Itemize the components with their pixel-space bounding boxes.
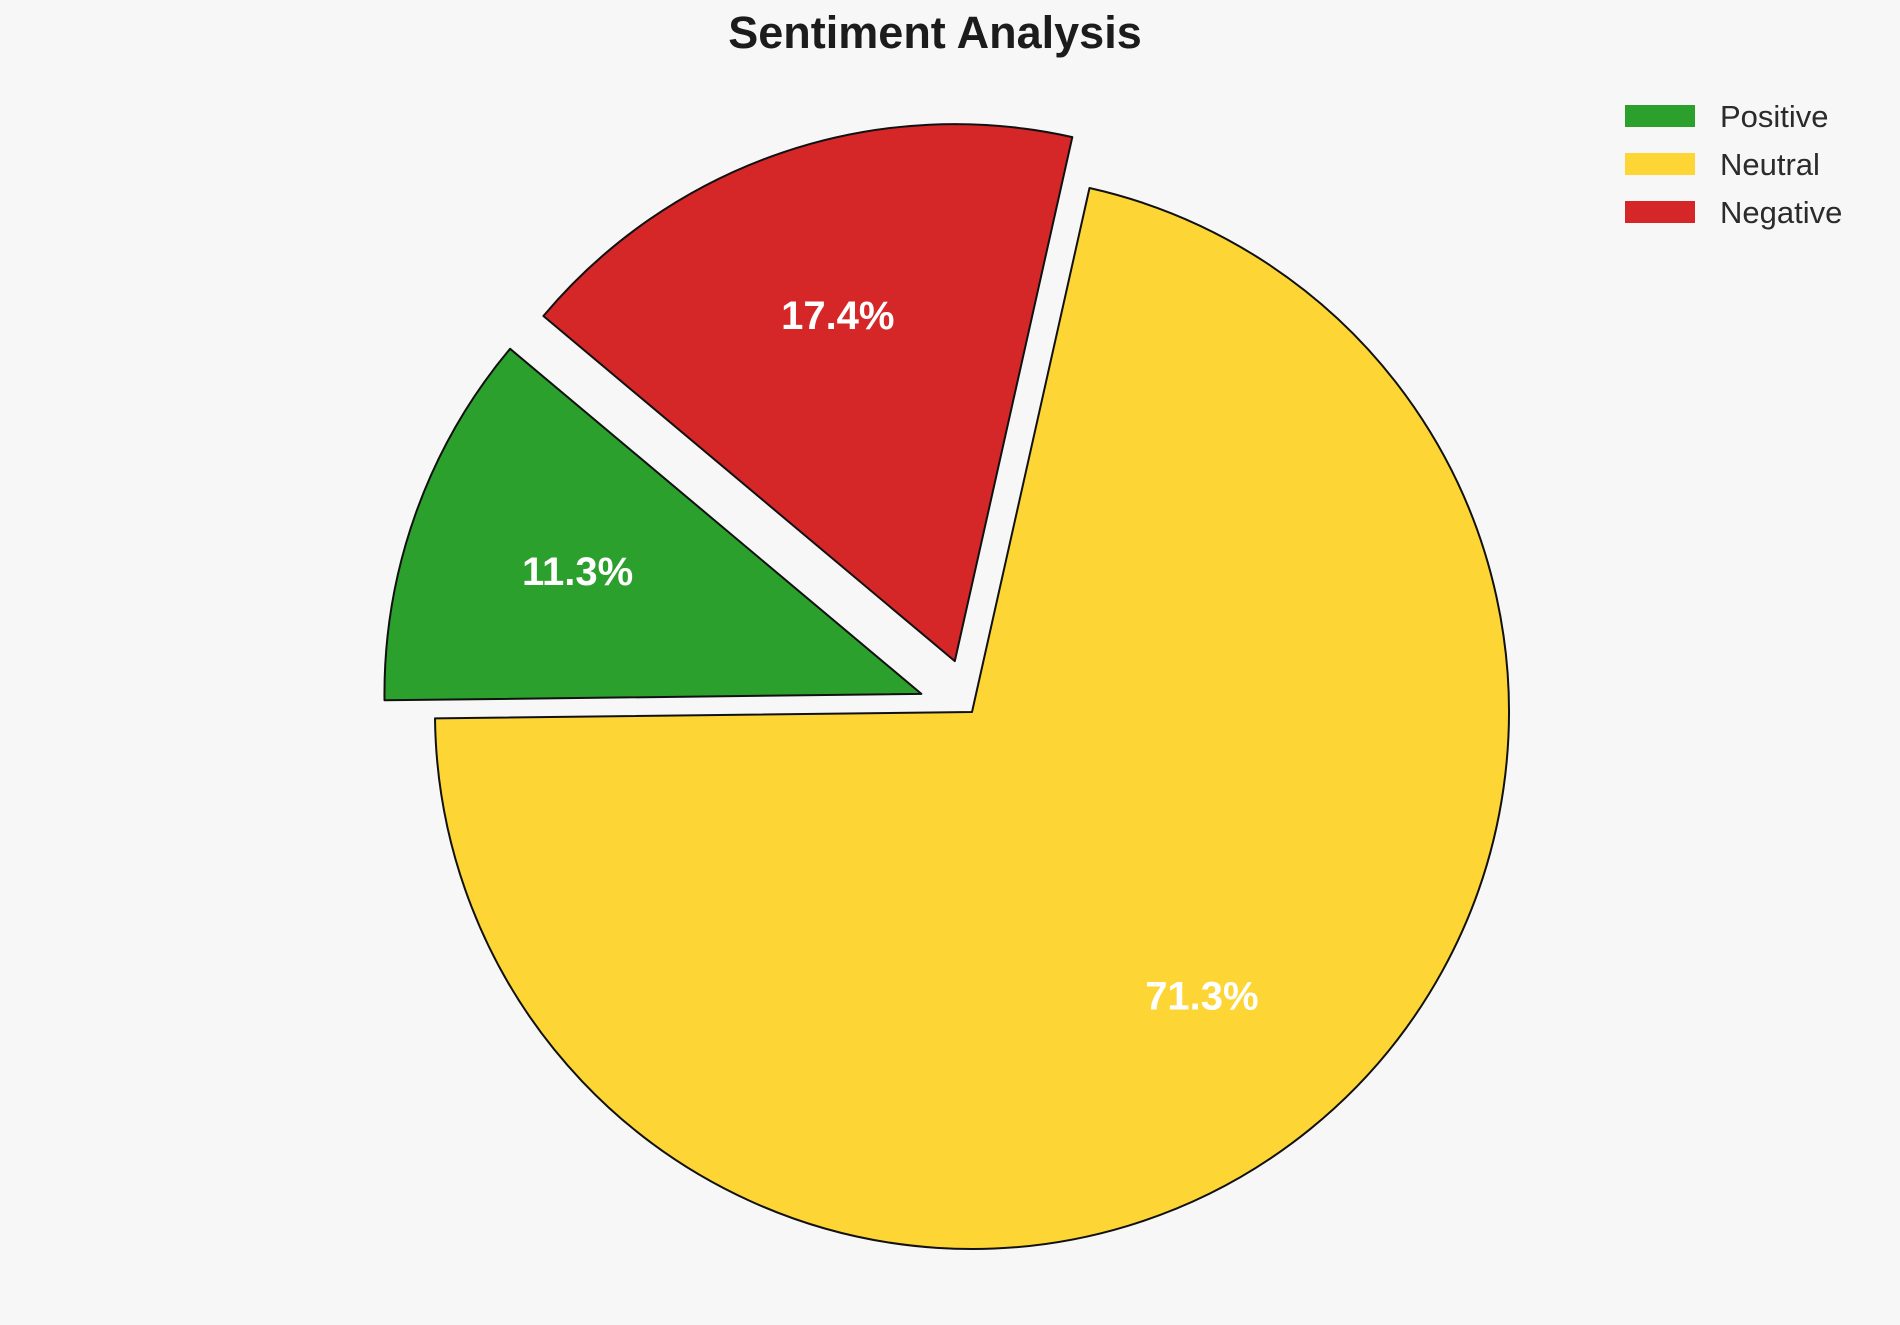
pie-slice-positive	[383, 347, 923, 702]
legend-swatch-negative-icon	[1625, 201, 1695, 223]
pie-slice-pct-label-positive: 11.3%	[522, 550, 633, 594]
legend-item-negative: Negative	[1625, 188, 1842, 236]
legend-item-positive: Positive	[1625, 92, 1842, 140]
legend-swatch-positive-icon	[1625, 105, 1695, 127]
legend-item-neutral: Neutral	[1625, 140, 1842, 188]
pie-slice-negative	[542, 123, 1074, 663]
pie-slice-pct-label-negative: 17.4%	[781, 294, 894, 338]
pie-slice-pct-label-neutral: 71.3%	[1145, 975, 1258, 1019]
legend-label-neutral: Neutral	[1720, 146, 1820, 182]
chart-title: Sentiment Analysis	[728, 7, 1142, 58]
legend: Positive Neutral Negative	[1625, 92, 1842, 236]
legend-label-negative: Negative	[1720, 194, 1843, 230]
legend-label-positive: Positive	[1720, 98, 1829, 134]
pie-slice-neutral	[434, 187, 1510, 1250]
legend-swatch-neutral-icon	[1625, 153, 1695, 175]
